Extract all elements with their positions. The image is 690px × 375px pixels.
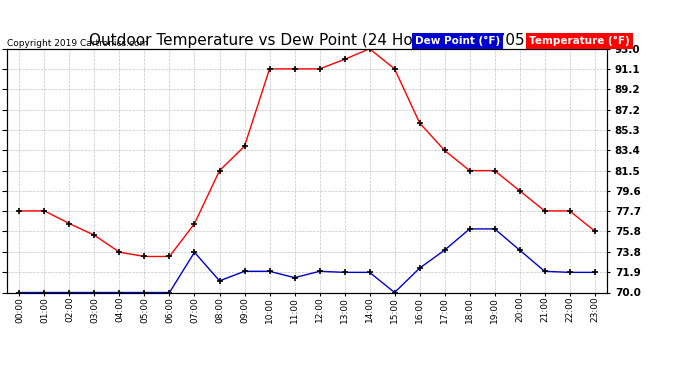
Text: Temperature (°F): Temperature (°F) xyxy=(529,36,630,46)
Title: Outdoor Temperature vs Dew Point (24 Hours) 20190705: Outdoor Temperature vs Dew Point (24 Hou… xyxy=(89,33,525,48)
Text: Copyright 2019 Cartronics.com: Copyright 2019 Cartronics.com xyxy=(7,39,148,48)
Text: Dew Point (°F): Dew Point (°F) xyxy=(415,36,500,46)
